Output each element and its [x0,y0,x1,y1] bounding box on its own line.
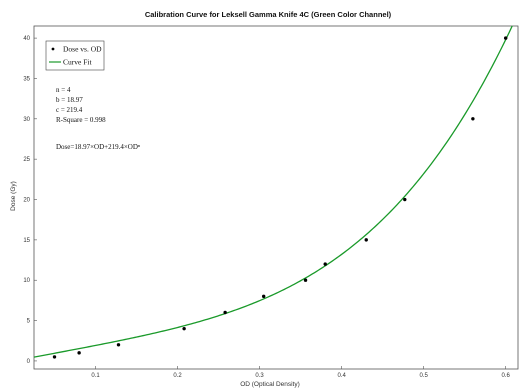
data-point [52,355,57,359]
y-axis: 0 5 10 15 20 25 30 35 40 [23,36,37,365]
y-axis-label: Dose (Gy) [10,181,17,211]
legend-marker-icon [51,47,55,51]
data-point [223,310,227,315]
curve-fit-line [33,25,513,358]
x-tick-label: 0.1 [91,373,100,379]
y-tick-label: 15 [23,238,30,244]
y-tick-label: 35 [23,76,30,82]
data-point [323,262,327,266]
data-point [503,36,508,40]
plot-area [33,25,519,370]
fit-annotations: n = 4 b = 18.97 c = 219.4 R-Square = 0.9… [56,86,141,151]
x-tick-label: 0.4 [337,373,346,379]
x-tick-label: 0.2 [173,373,182,379]
legend-label-dose: Dose vs. OD [63,45,102,54]
data-points-layer [52,36,508,359]
x-axis-label: OD (Optical Density) [240,381,300,388]
y-tick-label: 30 [23,117,30,123]
data-point [116,343,121,347]
y-tick-label: 40 [23,36,30,42]
annotation-r-square: R-Square = 0.998 [56,116,106,124]
chart-title: Calibration Curve for Leksell Gamma Knif… [145,10,392,19]
y-tick-label: 10 [23,278,30,284]
annotation-b: b = 18.97 [56,96,83,104]
y-tick-label: 0 [27,359,31,365]
y-tick-label: 25 [23,157,30,163]
x-tick-label: 0.6 [502,373,511,379]
legend-box [45,40,105,71]
annotation-n: n = 4 [56,86,71,94]
data-point [403,197,407,202]
x-tick-label: 0.3 [255,373,264,379]
annotation-c: c = 219.4 [56,106,83,114]
data-point [182,326,186,331]
x-tick-label: 0.5 [419,373,428,379]
legend: Dose vs. OD Curve Fit [45,40,105,71]
data-point [261,294,266,299]
annotation-equation: Dose=18.97×OD+219.4×ODⁿ [56,143,141,151]
data-point [77,351,81,355]
data-point [364,238,368,242]
data-point [471,117,475,121]
legend-label-fit: Curve Fit [63,58,92,67]
y-tick-label: 5 [27,319,31,325]
y-tick-label: 20 [23,198,30,204]
x-axis: 0.1 0.2 0.3 0.4 0.5 0.6 [91,366,511,379]
data-point [303,278,308,282]
curve-fit-layer [33,25,513,358]
